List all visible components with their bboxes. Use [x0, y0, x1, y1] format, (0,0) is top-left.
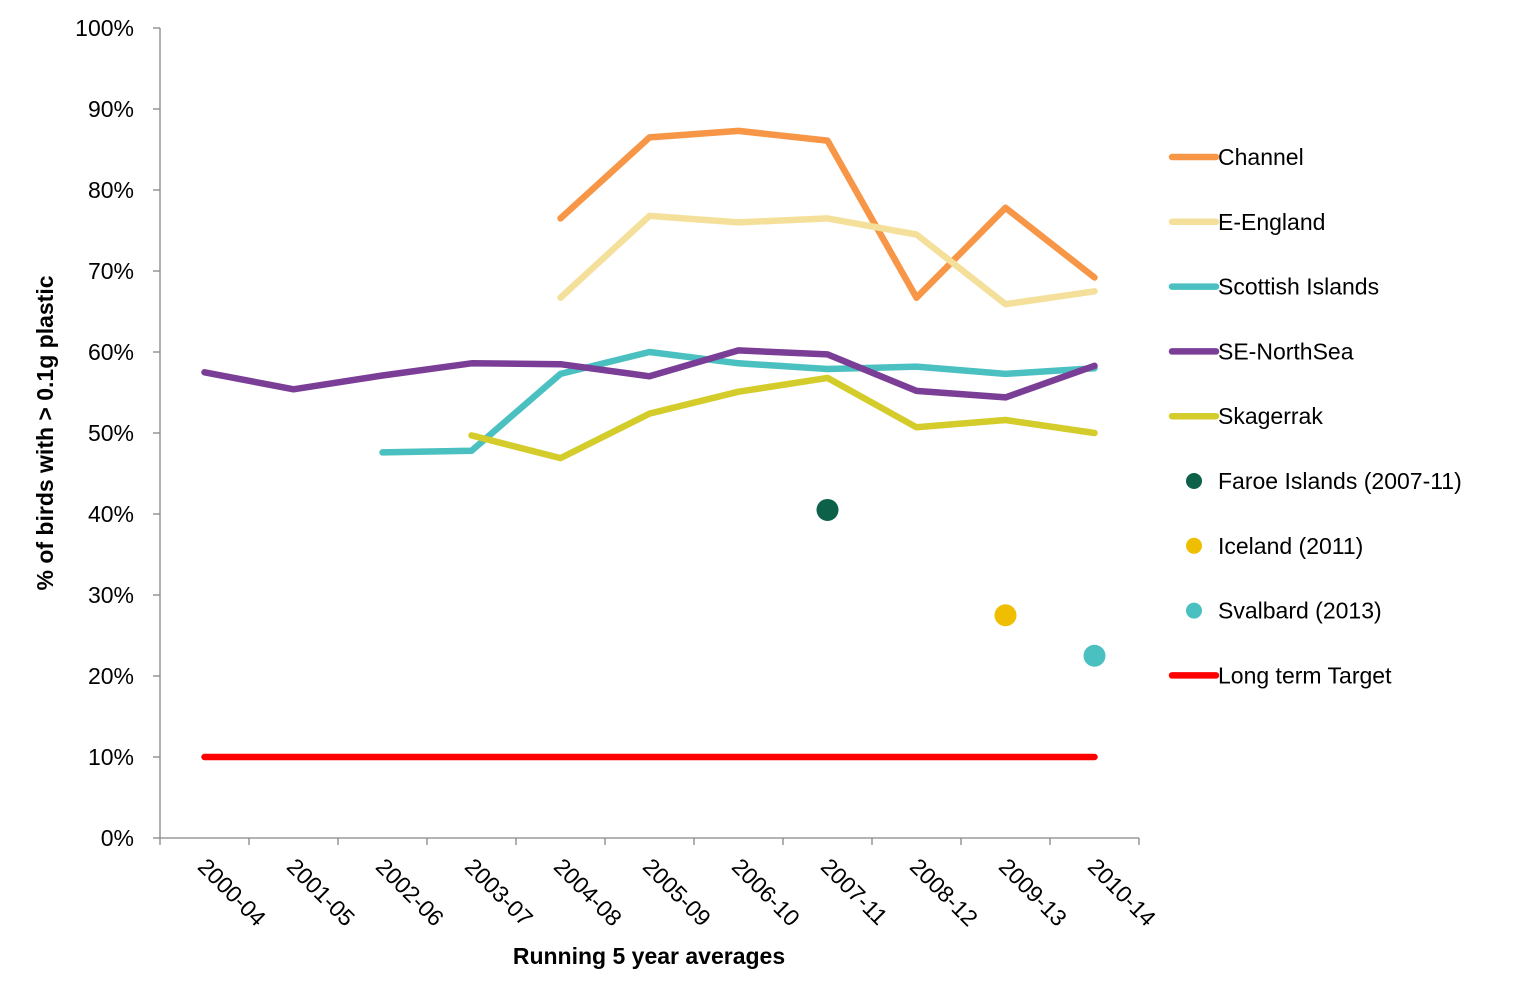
x-tick-label: 2006-10 [727, 853, 805, 931]
series-line-scottish-islands [379, 348, 1098, 456]
y-tick-label: 50% [88, 420, 134, 446]
legend-label: E-England [1218, 209, 1325, 235]
x-tick-label: 2004-08 [549, 853, 627, 931]
y-tick-label: 60% [88, 339, 134, 365]
y-tick-label: 20% [88, 663, 134, 689]
legend: Channel E-England Scottish Islands SE-North… [1168, 144, 1462, 688]
x-tick-label: 2002-06 [371, 853, 449, 931]
x-tick-label: 2010-14 [1083, 853, 1161, 931]
legend-label: Skagerrak [1218, 403, 1323, 429]
legend-label: Scottish Islands [1218, 274, 1379, 300]
x-tick-label: 2007-11 [816, 853, 893, 930]
series-line-skagerrak [468, 374, 1098, 462]
axes: 0% 10% 20% 30% 40% 50% 60% 70% 80% 90% 100% 2000-04… [75, 15, 1161, 931]
legend-label: Faroe Islands (2007-11) [1218, 468, 1462, 494]
legend-label: Iceland (2011) [1218, 533, 1363, 559]
legend-label: SE-NorthSea [1218, 338, 1354, 364]
data-point-iceland-2011 [994, 604, 1017, 627]
legend-label: Channel [1218, 144, 1304, 170]
y-tick-label: 30% [88, 582, 134, 608]
legend-swatch [1186, 473, 1202, 489]
x-tick-label: 2008-12 [905, 853, 983, 931]
x-tick-label: 2009-13 [994, 853, 1072, 931]
series-line-se-northsea [201, 347, 1098, 401]
y-tick-label: 80% [88, 177, 134, 203]
legend-label: Svalbard (2013) [1218, 598, 1382, 624]
y-tick-label: 40% [88, 501, 134, 527]
y-axis-title: % of birds with > 0.1g plastic [32, 275, 58, 590]
legend-swatch [1186, 602, 1202, 619]
y-tick-label: 10% [88, 744, 134, 770]
x-tick-label: 2005-09 [638, 853, 716, 931]
legend-swatch [1186, 537, 1202, 554]
y-tick-label: 70% [88, 258, 134, 284]
series-line-channel [557, 127, 1098, 301]
data-point-svalbard-2013 [1083, 644, 1106, 667]
y-tick-label: 0% [101, 825, 134, 851]
x-tick-label: 2003-07 [460, 853, 538, 931]
y-tick-label: 100% [75, 15, 134, 41]
y-tick-label: 90% [88, 96, 134, 122]
series-line-e-england [557, 212, 1098, 308]
data-point-faroe-islands-2007-11 [816, 498, 839, 521]
legend-label: Long term Target [1218, 662, 1392, 688]
x-tick-label: 2000-04 [193, 853, 271, 931]
x-tick-label: 2001-05 [282, 853, 360, 931]
series-layer [201, 127, 1106, 761]
x-axis-title: Running 5 year averages [513, 943, 785, 969]
